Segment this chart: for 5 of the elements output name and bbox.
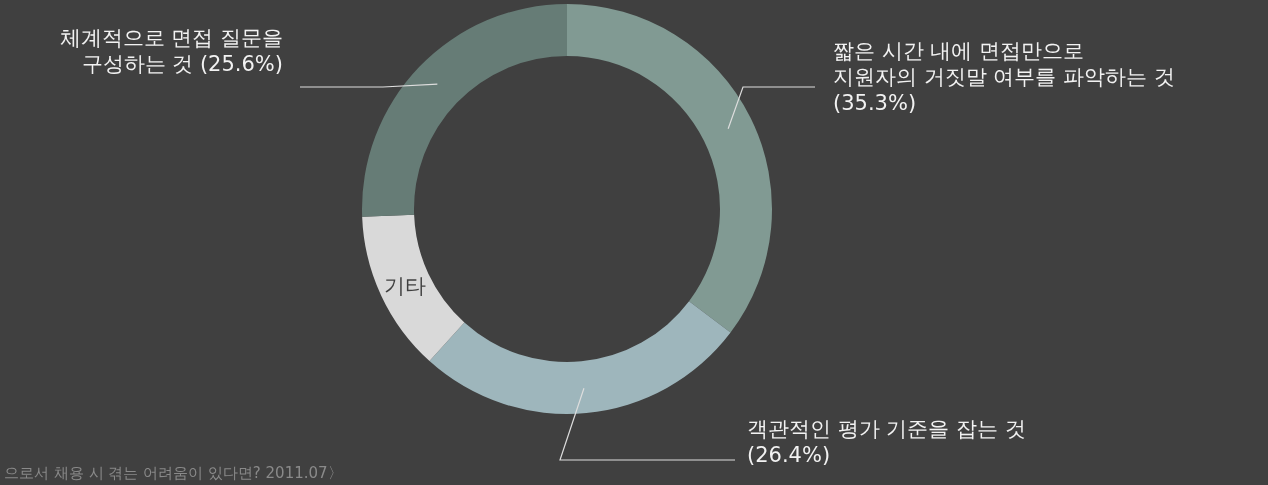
text: 으로서 채용 시 겪는 어려움이 있다면? 2011.07〉 (4, 464, 343, 482)
slice-label: 객관적인 평가 기준을 잡는 것 (26.4%) (747, 417, 1026, 467)
slice-label: 체계적으로 면접 질문을 구성하는 것 (25.6%) (59, 26, 283, 76)
slice-label: 짧은 시간 내에 면접만으로 지원자의 거짓말 여부를 파악하는 것 (35.3%) (833, 39, 1175, 115)
slice-label: 기타 (383, 273, 426, 298)
